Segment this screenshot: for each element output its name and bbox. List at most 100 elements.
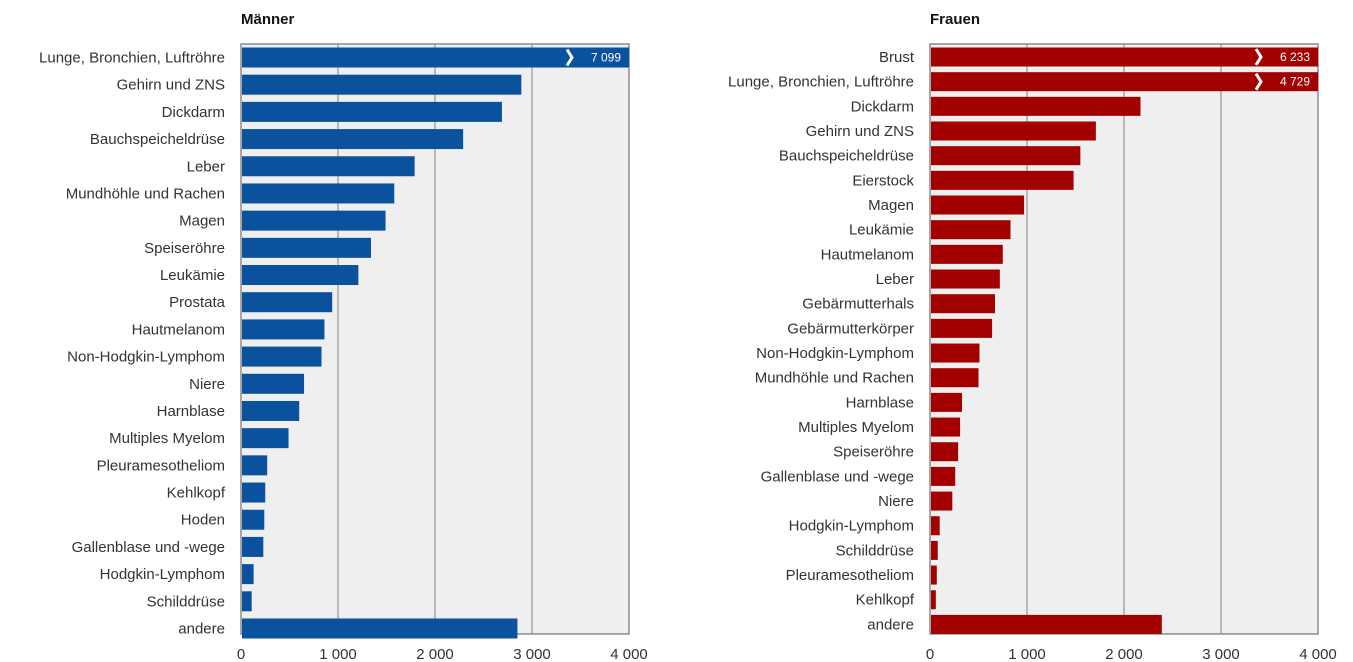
women-tick-label: 0 (926, 646, 934, 662)
women-bar (931, 170, 1074, 190)
women-panel: Frauen Brust 6 233 Lunge, Bronchien, Luftrö… (728, 11, 1337, 662)
women-category-label: Bauchspeicheldrüse (779, 148, 914, 165)
women-category-label: Mundhöhle und Rachen (755, 370, 914, 387)
men-category-label: Multiples Myelom (109, 430, 225, 447)
men-panel: Männer Lunge, Bronchien, Luftröhre 7 099 Ge… (39, 11, 648, 662)
men-tick-label: 1 000 (319, 646, 357, 662)
women-data-label: 6 233 (1280, 50, 1310, 64)
women-category-label: Gallenblase und -wege (761, 468, 914, 485)
women-tick-label: 4 000 (1299, 646, 1337, 662)
men-category-label: Magen (179, 213, 225, 230)
women-panel-title: Frauen (930, 11, 980, 28)
women-axis-break-icon (1254, 48, 1263, 66)
men-panel-title: Männer (241, 11, 295, 28)
men-bar (242, 482, 266, 503)
women-category-label: andere (867, 616, 914, 633)
women-category-label: Hodgkin-Lymphom (789, 518, 914, 535)
men-bar (242, 292, 333, 313)
women-category-label: Leber (876, 271, 914, 288)
men-category-label: Gehirn und ZNS (117, 77, 225, 94)
men-category-label: Harnblase (157, 403, 225, 420)
men-bar (242, 210, 386, 231)
women-bar (931, 47, 1318, 67)
women-category-label: Schilddrüse (836, 542, 914, 559)
men-category-label: andere (178, 620, 225, 637)
men-category-label: Prostata (169, 294, 226, 311)
men-bar (242, 509, 265, 530)
women-bar (931, 614, 1162, 634)
women-bar (931, 540, 938, 560)
women-bar (931, 121, 1096, 141)
women-category-label: Leukämie (849, 222, 914, 239)
men-bar (242, 129, 464, 150)
women-bar (931, 516, 940, 536)
women-tick-label: 1 000 (1008, 646, 1046, 662)
men-bar (242, 564, 254, 585)
men-bar (242, 591, 252, 612)
men-bar (242, 101, 502, 122)
women-bar (931, 96, 1141, 116)
men-category-label: Hodgkin-Lymphom (100, 566, 225, 583)
women-category-label: Gebärmutterkörper (787, 320, 914, 337)
women-bar (931, 417, 961, 437)
men-bar (242, 346, 322, 367)
men-bar (242, 400, 300, 421)
men-category-label: Hautmelanom (132, 321, 225, 338)
men-bar (242, 373, 305, 394)
women-category-label: Gebärmutterhals (802, 296, 914, 313)
women-bar (931, 466, 956, 486)
men-bar (242, 618, 518, 639)
women-category-label: Lunge, Bronchien, Luftröhre (728, 74, 914, 91)
women-bar (931, 244, 1003, 264)
men-data-label: 7 099 (591, 51, 621, 65)
men-category-label: Gallenblase und -wege (72, 539, 225, 556)
men-bar (242, 319, 325, 340)
women-bar (931, 195, 1025, 215)
women-category-label: Harnblase (846, 394, 914, 411)
women-bar (931, 565, 937, 585)
men-bar (242, 47, 629, 68)
men-bar (242, 428, 289, 449)
women-bar (931, 442, 959, 462)
women-category-label: Pleuramesotheliom (786, 567, 914, 584)
men-category-label: Leber (187, 158, 225, 175)
men-category-label: Mundhöhle und Rachen (66, 185, 225, 202)
women-bar (931, 269, 1000, 289)
women-category-label: Gehirn und ZNS (806, 123, 914, 140)
men-category-label: Niere (189, 376, 225, 393)
men-tick-label: 3 000 (513, 646, 551, 662)
men-category-label: Non-Hodgkin-Lymphom (67, 349, 225, 366)
women-category-label: Eierstock (852, 172, 914, 189)
men-category-label: Bauchspeicheldrüse (90, 131, 225, 148)
men-category-label: Schilddrüse (147, 593, 225, 610)
men-axis-break-icon (565, 48, 574, 67)
men-bar (242, 265, 359, 286)
women-category-label: Multiples Myelom (798, 419, 914, 436)
women-category-label: Dickdarm (851, 98, 914, 115)
women-category-label: Niere (878, 493, 914, 510)
women-category-label: Magen (868, 197, 914, 214)
women-category-label: Speiseröhre (833, 444, 914, 461)
men-bar (242, 536, 264, 557)
men-category-label: Speiseröhre (144, 240, 225, 257)
women-bar (931, 491, 953, 511)
women-axis-break-icon (1254, 72, 1263, 91)
women-bar (931, 368, 979, 388)
men-bar (242, 183, 395, 204)
women-bar (931, 294, 995, 314)
men-bar (242, 156, 415, 177)
women-plot-frame (929, 43, 1319, 635)
men-bar (242, 74, 522, 95)
women-bar (931, 392, 963, 412)
men-tick-label: 0 (237, 646, 245, 662)
women-data-label: 4 729 (1280, 75, 1310, 89)
women-tick-label: 3 000 (1202, 646, 1240, 662)
men-category-label: Dickdarm (162, 104, 225, 121)
women-bar (931, 146, 1081, 166)
men-category-label: Kehlkopf (167, 485, 226, 502)
men-category-label: Hoden (181, 512, 225, 529)
men-tick-label: 2 000 (416, 646, 454, 662)
women-category-label: Non-Hodgkin-Lymphom (756, 345, 914, 362)
